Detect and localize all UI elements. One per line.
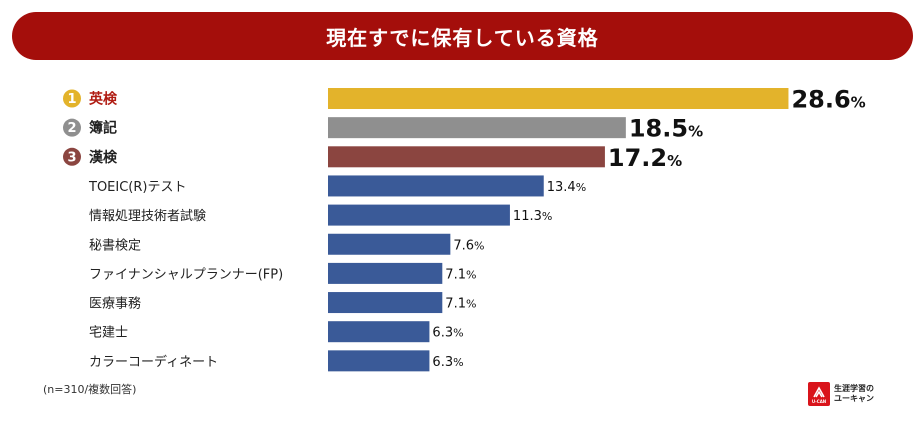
rank-number: 1 [67,92,76,107]
logo-mark-text: U-CAN [811,398,827,404]
value-label: 13.4% [547,180,586,195]
bar [328,204,510,226]
value-label: 18.5% [629,115,703,143]
category-label: 情報処理技術者試験 [89,208,206,224]
category-label: ファイナンシャルプランナー(FP) [89,267,283,282]
rank-badge [63,118,81,137]
rank-badge [63,147,81,166]
rank-number: 2 [67,121,76,136]
bar [328,262,443,284]
value-label: 28.6% [791,86,865,114]
value-label: 6.3% [432,355,463,370]
category-label: 漢検 [89,149,118,166]
category-label: カラーコーディネート [89,354,218,370]
rank-badge [63,89,81,108]
value-label: 17.2% [608,144,682,172]
value-label: 7.6% [453,238,484,253]
category-label: 医療事務 [89,297,141,312]
category-label: 英検 [88,91,118,108]
logo-text-line2: ユーキャン [834,394,874,403]
logo-text-line1: 生涯学習の [834,384,874,393]
chart-title: 現在すでに保有している資格 [326,25,599,50]
bar [328,175,544,197]
bar [328,321,430,343]
sample-size-note: (n=310/複数回答) [43,383,137,396]
bar [328,117,626,139]
bar [328,350,430,372]
value-label: 6.3% [432,326,463,341]
bar [328,88,789,109]
ucan-logo: U-CAN 生涯学習の ユーキャン [808,382,874,406]
title-bar: 現在すでに保有している資格 [12,12,913,60]
bar [328,233,451,255]
logo-text: 生涯学習の ユーキャン [834,384,874,404]
category-label: 秘書検定 [89,238,141,253]
ucan-logo-icon: U-CAN [808,382,830,406]
category-label: 宅建士 [89,326,128,341]
value-label: 11.3% [513,209,552,224]
category-label: 簿記 [89,120,117,137]
bar [328,146,605,168]
category-label: TOEIC(R)テスト [88,180,186,195]
value-label: 7.1% [445,297,476,312]
rank-number: 3 [67,150,76,165]
bar [328,292,443,314]
value-label: 7.1% [445,267,476,282]
